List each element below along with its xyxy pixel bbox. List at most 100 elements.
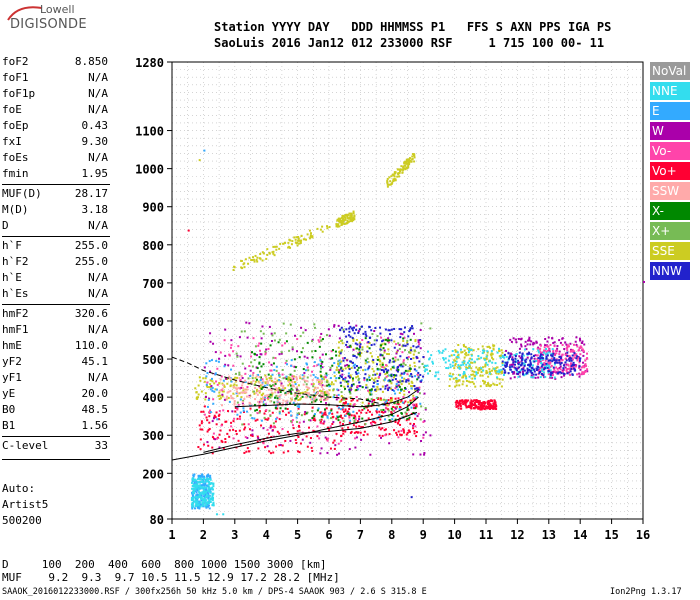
data-point xyxy=(208,486,211,489)
data-point xyxy=(284,407,287,410)
data-point xyxy=(301,438,304,441)
data-point xyxy=(355,425,358,428)
data-point xyxy=(571,363,574,366)
data-point xyxy=(192,491,195,494)
data-point xyxy=(456,401,459,404)
data-point xyxy=(566,349,569,352)
data-point xyxy=(234,406,237,409)
data-point xyxy=(284,439,287,442)
data-point xyxy=(562,372,565,375)
data-point xyxy=(404,160,407,163)
data-point xyxy=(279,407,282,410)
data-point xyxy=(313,396,316,399)
data-point xyxy=(383,357,386,360)
param-value: N/A xyxy=(88,371,108,384)
data-point xyxy=(210,385,213,388)
data-point xyxy=(402,337,405,340)
data-point xyxy=(343,219,346,222)
data-point xyxy=(509,338,512,341)
data-point xyxy=(426,364,429,367)
data-point xyxy=(209,370,212,373)
data-point xyxy=(578,367,581,370)
data-point xyxy=(313,326,316,329)
data-point xyxy=(388,380,391,383)
data-point xyxy=(287,376,290,379)
data-point xyxy=(405,380,408,383)
data-point xyxy=(521,368,524,371)
data-point xyxy=(495,372,498,375)
data-point xyxy=(586,370,589,373)
data-point xyxy=(317,363,320,366)
x-tick-label: 9 xyxy=(420,528,427,542)
data-point xyxy=(482,405,485,408)
data-point xyxy=(206,405,209,408)
data-point xyxy=(326,415,329,418)
data-point xyxy=(458,365,461,368)
data-point xyxy=(358,341,361,344)
data-point xyxy=(347,372,350,375)
data-point xyxy=(399,355,402,358)
data-point xyxy=(467,405,470,408)
data-point xyxy=(211,389,214,392)
data-point xyxy=(207,444,210,447)
data-point xyxy=(477,400,480,403)
data-point xyxy=(236,376,239,379)
data-point xyxy=(494,401,497,404)
data-point xyxy=(293,236,296,239)
data-point xyxy=(400,372,403,375)
data-point xyxy=(497,372,500,375)
data-point xyxy=(268,252,271,255)
data-point xyxy=(318,389,321,392)
data-point xyxy=(459,405,462,408)
data-point xyxy=(561,370,564,373)
data-point xyxy=(404,164,407,167)
data-point xyxy=(492,345,495,348)
data-point xyxy=(387,408,390,411)
data-point xyxy=(583,365,586,368)
data-point xyxy=(306,363,309,366)
data-point xyxy=(269,393,272,396)
data-point xyxy=(207,478,210,481)
data-point xyxy=(254,398,257,401)
param-row: foF1 N/A xyxy=(2,71,108,87)
data-point xyxy=(277,372,280,375)
data-point xyxy=(493,399,496,402)
data-point xyxy=(296,338,299,341)
data-point xyxy=(320,375,323,378)
data-point xyxy=(399,365,402,368)
data-point xyxy=(272,380,275,383)
data-point xyxy=(191,507,194,510)
data-point xyxy=(487,407,490,410)
data-point xyxy=(270,425,273,428)
data-point xyxy=(203,366,206,369)
data-point xyxy=(510,353,513,356)
y-tick-label: 80 xyxy=(150,513,164,527)
data-point xyxy=(467,353,470,356)
data-point xyxy=(547,368,550,371)
data-point xyxy=(354,418,357,421)
data-point xyxy=(293,369,296,372)
data-point xyxy=(335,377,338,380)
data-point xyxy=(543,346,546,349)
data-point xyxy=(212,402,215,405)
data-point xyxy=(193,478,196,481)
data-point xyxy=(239,443,242,446)
data-point xyxy=(404,400,407,403)
data-point xyxy=(367,367,370,370)
data-point xyxy=(306,392,309,395)
data-point xyxy=(248,401,251,404)
data-point xyxy=(505,349,508,352)
data-point xyxy=(214,373,217,376)
y-tick-label: 1000 xyxy=(135,163,164,177)
data-point xyxy=(224,437,227,440)
data-point xyxy=(218,357,221,360)
data-point xyxy=(423,364,426,367)
data-point xyxy=(415,369,418,372)
data-point xyxy=(213,414,216,417)
data-point xyxy=(558,350,561,353)
data-point xyxy=(407,418,410,421)
data-point xyxy=(399,332,402,335)
data-point xyxy=(364,337,367,340)
data-point xyxy=(296,430,299,433)
data-point xyxy=(290,420,293,423)
